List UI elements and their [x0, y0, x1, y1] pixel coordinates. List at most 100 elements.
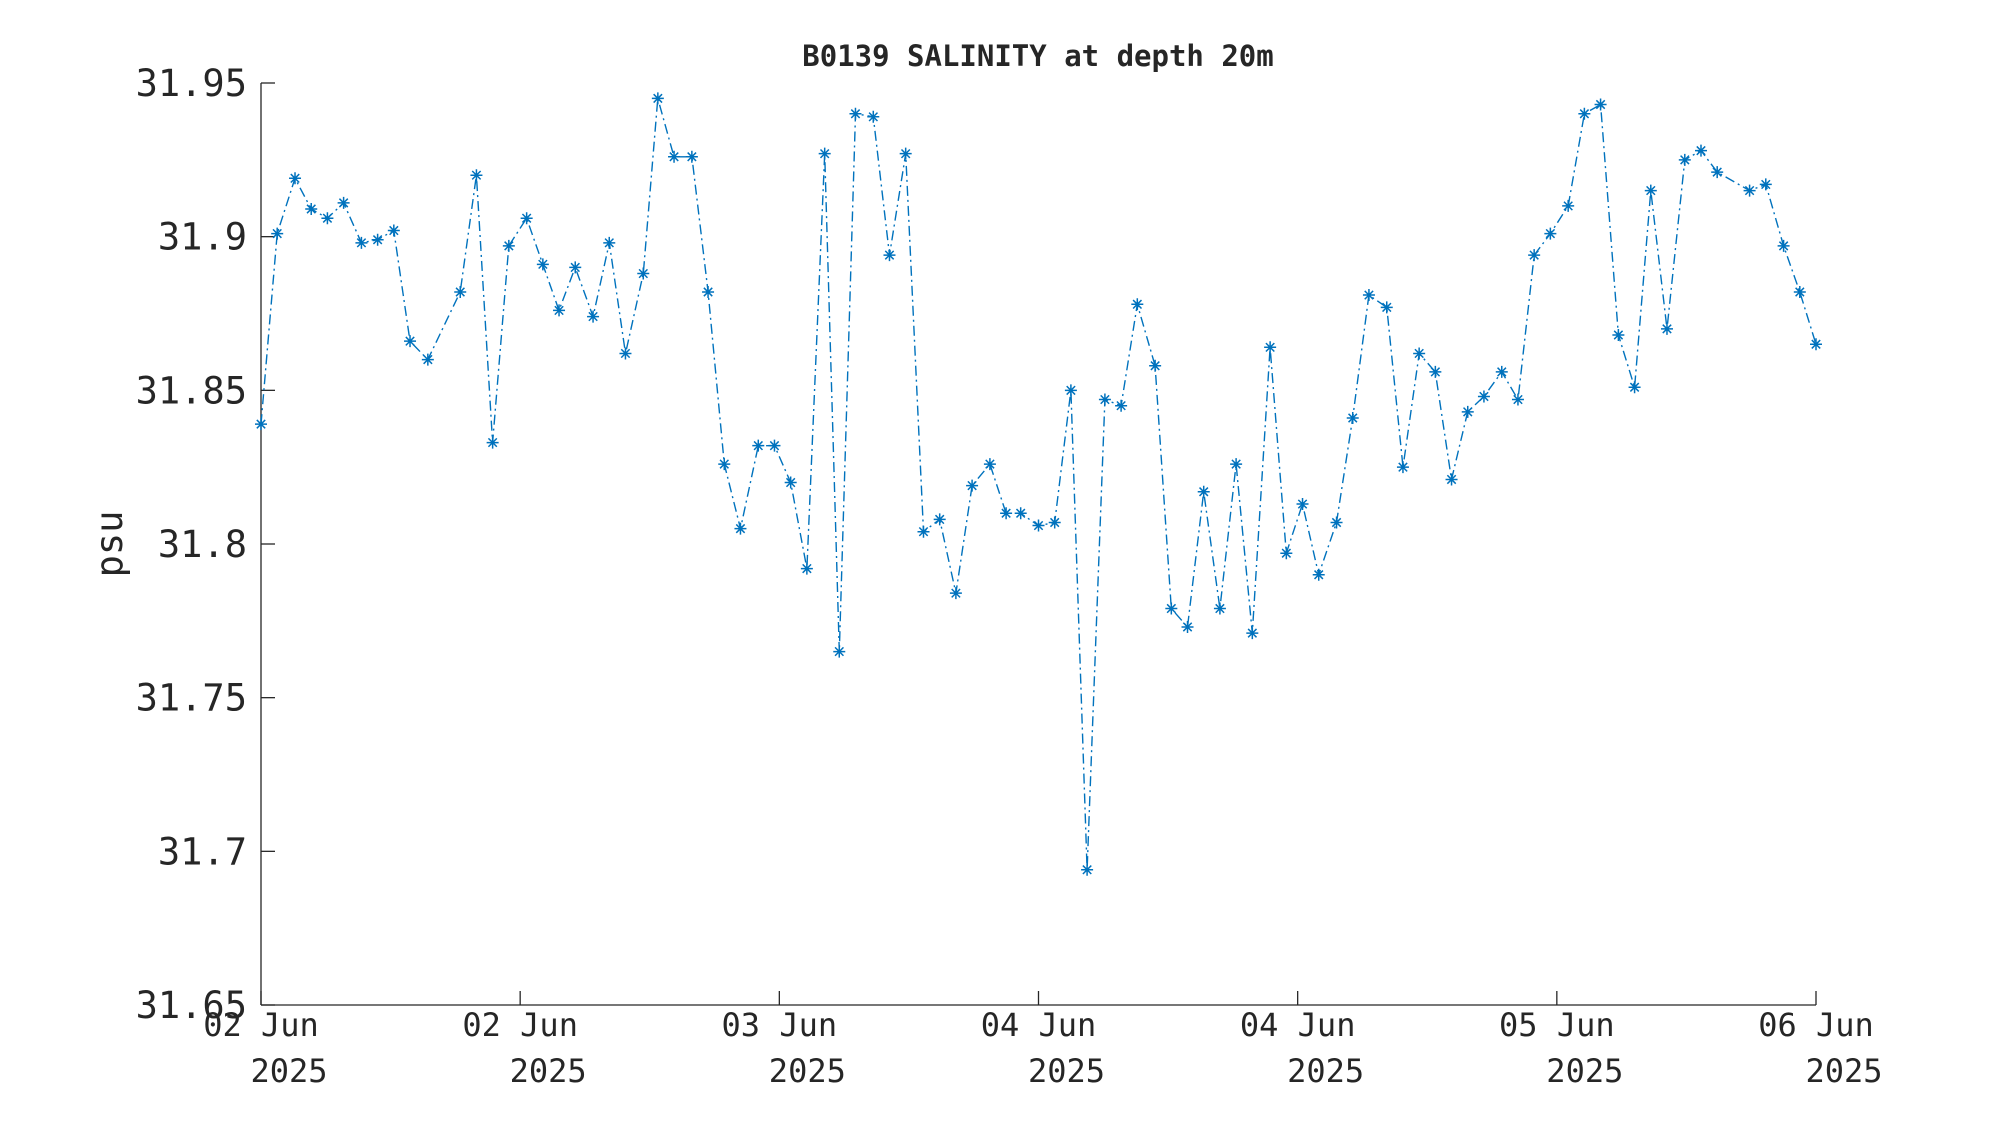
- marker: [1544, 227, 1557, 240]
- marker: [619, 347, 632, 360]
- marker: [818, 147, 831, 160]
- series-line: [260, 98, 1817, 870]
- y-tick-label: 31.8: [158, 523, 247, 566]
- x-tick-label: 02 Jun 2025: [462, 1006, 586, 1090]
- marker: [1149, 359, 1162, 372]
- marker: [1743, 184, 1756, 197]
- marker: [454, 285, 467, 298]
- marker: [1362, 289, 1375, 302]
- marker: [603, 236, 616, 249]
- marker: [867, 110, 880, 123]
- marker: [1711, 166, 1724, 179]
- x-tick-label: 03 Jun 2025: [722, 1006, 846, 1090]
- marker: [1628, 381, 1641, 394]
- marker: [502, 239, 515, 252]
- marker: [1777, 239, 1790, 252]
- marker: [883, 249, 896, 262]
- chart-title: B0139 SALINITY at depth 20m: [802, 39, 1273, 73]
- marker: [1246, 627, 1259, 640]
- x-tick-label: 02 Jun 2025: [203, 1006, 327, 1090]
- marker: [1694, 144, 1707, 157]
- marker: [718, 458, 731, 471]
- x-tick-label: 04 Jun 2025: [1240, 1006, 1364, 1090]
- marker: [966, 479, 979, 492]
- y-tick-label: 31.75: [136, 677, 247, 720]
- marker: [651, 92, 664, 105]
- marker: [1660, 322, 1673, 335]
- y-tick-label: 31.95: [136, 62, 247, 105]
- marker: [1612, 329, 1625, 342]
- marker: [1594, 98, 1607, 111]
- marker: [1264, 341, 1277, 354]
- marker: [833, 645, 846, 658]
- marker: [553, 304, 566, 317]
- marker: [1461, 405, 1474, 418]
- marker: [1562, 199, 1575, 212]
- marker: [1495, 365, 1508, 378]
- marker: [1296, 498, 1309, 511]
- marker: [734, 522, 747, 535]
- marker: [1413, 347, 1426, 360]
- y-axis-label: psu: [88, 511, 131, 578]
- marker: [1445, 473, 1458, 486]
- marker: [768, 439, 781, 452]
- marker: [1115, 399, 1128, 412]
- marker: [1644, 184, 1657, 197]
- marker: [587, 310, 600, 323]
- marker: [1213, 602, 1226, 615]
- marker: [569, 261, 582, 274]
- marker: [520, 212, 533, 225]
- marker: [1810, 338, 1822, 351]
- marker: [1678, 153, 1691, 166]
- y-tick-label: 31.7: [158, 830, 247, 873]
- marker: [668, 150, 681, 163]
- marker: [1280, 547, 1293, 560]
- marker: [1165, 602, 1178, 615]
- marker: [387, 224, 400, 237]
- marker: [1429, 365, 1442, 378]
- marker: [1312, 568, 1325, 581]
- y-tick-label: 31.65: [136, 984, 247, 1027]
- marker: [536, 258, 549, 271]
- marker: [486, 436, 499, 449]
- marker: [1230, 458, 1243, 471]
- marker: [1098, 393, 1111, 406]
- marker: [1528, 249, 1541, 262]
- marker: [917, 525, 930, 538]
- marker: [983, 458, 996, 471]
- marker: [899, 147, 912, 160]
- marker: [1014, 507, 1027, 520]
- marker: [1081, 863, 1094, 876]
- x-tick-label: 04 Jun 2025: [981, 1006, 1105, 1090]
- marker: [289, 172, 302, 185]
- marker: [1578, 107, 1591, 120]
- y-tick-label: 31.85: [136, 369, 247, 412]
- marker: [404, 335, 417, 348]
- marker: [1380, 301, 1393, 314]
- marker: [1396, 461, 1409, 474]
- marker: [355, 236, 368, 249]
- marker: [470, 169, 483, 182]
- marker: [784, 476, 797, 489]
- marker: [371, 233, 384, 246]
- marker: [1197, 485, 1210, 498]
- marker: [271, 227, 284, 240]
- marker: [933, 513, 946, 526]
- marker: [1048, 516, 1061, 529]
- marker: [702, 285, 715, 298]
- marker: [1131, 298, 1144, 311]
- x-tick-label: 05 Jun 2025: [1499, 1006, 1623, 1090]
- marker: [1477, 390, 1490, 403]
- marker: [1000, 507, 1013, 520]
- marker: [321, 212, 334, 225]
- x-tick-label: 06 Jun 2025: [1758, 1006, 1882, 1090]
- marker: [849, 107, 862, 120]
- marker: [637, 267, 650, 280]
- marker: [685, 150, 698, 163]
- marker: [949, 587, 962, 600]
- marker: [1032, 519, 1045, 532]
- marker: [1793, 285, 1806, 298]
- marker: [752, 439, 765, 452]
- marker: [800, 562, 813, 575]
